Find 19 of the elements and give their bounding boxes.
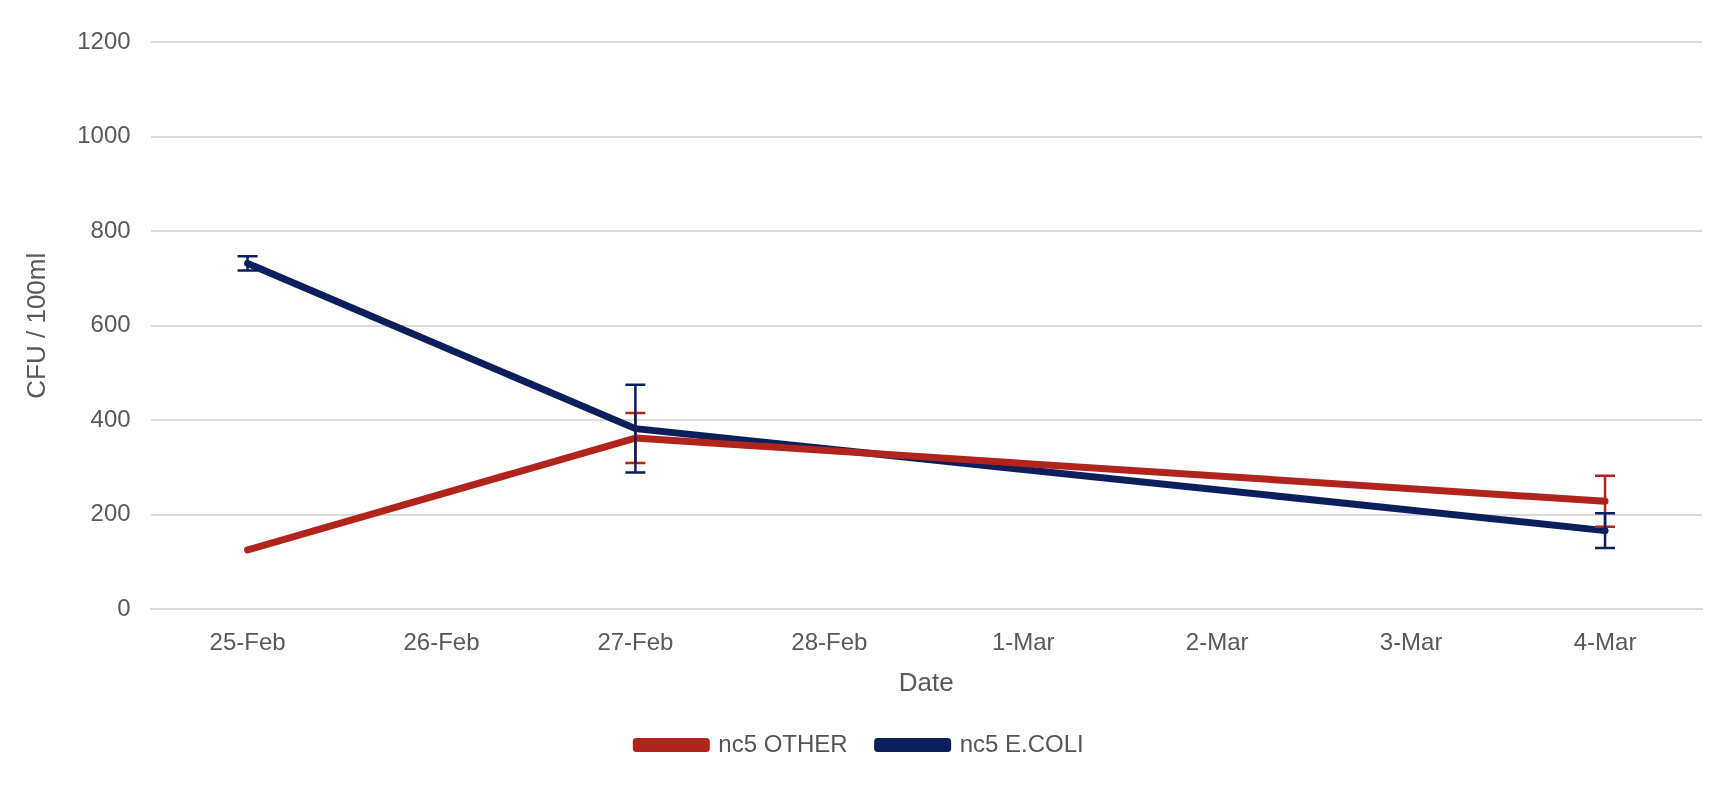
y-tick-label: 1200: [77, 27, 131, 55]
x-tick-label: 27-Feb: [597, 628, 674, 656]
legend-label: nc5 OTHER: [718, 729, 848, 757]
x-tick-label: 25-Feb: [209, 628, 286, 656]
y-tick-label: 1000: [77, 121, 131, 149]
x-tick-label: 4-Mar: [1573, 628, 1637, 656]
legend-label: nc5 E.COLI: [959, 729, 1084, 757]
y-tick-label: 600: [90, 310, 131, 338]
x-tick-label: 1-Mar: [991, 628, 1055, 656]
y-tick-label: 800: [90, 215, 131, 243]
x-tick-label: 26-Feb: [403, 628, 480, 656]
x-axis-title: Date: [898, 666, 954, 697]
x-tick-label: 2-Mar: [1185, 628, 1249, 656]
y-tick-label: 400: [90, 404, 131, 432]
x-tick-label: 28-Feb: [791, 628, 868, 656]
y-tick-label: 0: [117, 593, 131, 621]
x-tick-label: 3-Mar: [1379, 628, 1443, 656]
y-axis-title: CFU / 100ml: [20, 252, 51, 399]
y-tick-label: 200: [90, 499, 131, 527]
